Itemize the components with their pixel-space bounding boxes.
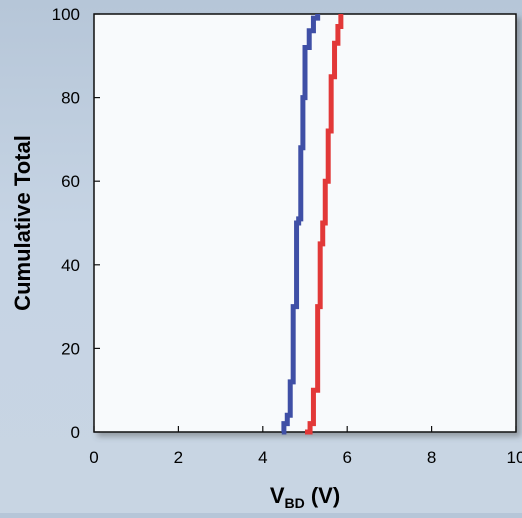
y-axis-ticks: 0 20 40 60 80 100 — [52, 5, 100, 442]
y-tick-label: 80 — [61, 89, 80, 108]
x-axis-label: VBD (V) — [270, 483, 340, 511]
x-axis-ticks: 0 2 4 6 8 10 — [89, 426, 522, 467]
x-tick-label: 8 — [427, 448, 436, 467]
x-axis-label-subscript: BD — [285, 495, 305, 511]
x-tick-label: 4 — [258, 448, 267, 467]
y-tick-label: 40 — [61, 256, 80, 275]
series-line-2 — [305, 14, 344, 435]
x-tick-label: 10 — [507, 448, 522, 467]
x-tick-label: 0 — [89, 448, 98, 467]
x-tick-label: 6 — [342, 448, 351, 467]
y-tick-label: 60 — [61, 172, 80, 191]
series-line-1 — [281, 14, 321, 435]
series-layer — [281, 14, 344, 435]
x-tick-label: 2 — [174, 448, 183, 467]
x-axis-label-unit: (V) — [305, 483, 340, 508]
x-axis-label-main: V — [270, 483, 285, 508]
y-tick-label: 0 — [71, 423, 80, 442]
y-axis-label: Cumulative Total — [10, 135, 35, 311]
y-tick-label: 100 — [52, 5, 80, 24]
y-tick-label: 20 — [61, 339, 80, 358]
